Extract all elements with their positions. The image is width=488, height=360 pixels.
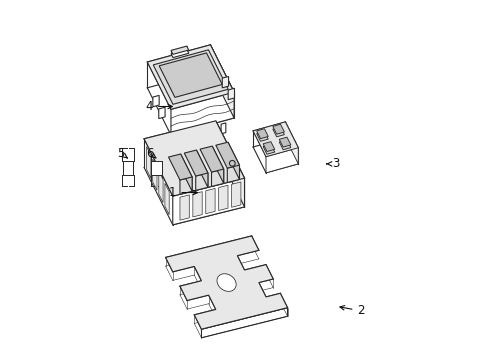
Text: 1: 1 (168, 186, 197, 199)
Polygon shape (153, 50, 228, 104)
Polygon shape (217, 274, 236, 291)
Polygon shape (152, 159, 157, 190)
Polygon shape (147, 45, 234, 109)
Polygon shape (227, 142, 239, 180)
Polygon shape (218, 185, 227, 211)
Polygon shape (221, 123, 225, 134)
Polygon shape (144, 121, 244, 196)
Polygon shape (180, 134, 184, 145)
Polygon shape (171, 92, 234, 135)
Polygon shape (196, 150, 207, 187)
Polygon shape (272, 127, 284, 137)
Text: 2: 2 (339, 305, 364, 318)
Polygon shape (285, 122, 298, 164)
Text: 5: 5 (117, 147, 127, 159)
Polygon shape (190, 131, 195, 142)
Polygon shape (212, 146, 223, 183)
Polygon shape (171, 49, 188, 58)
Polygon shape (195, 173, 207, 190)
Polygon shape (200, 129, 205, 139)
Polygon shape (279, 137, 290, 147)
Polygon shape (159, 107, 165, 118)
Polygon shape (122, 161, 133, 175)
Polygon shape (171, 46, 188, 54)
Text: 3: 3 (326, 157, 339, 170)
Polygon shape (210, 45, 234, 118)
Polygon shape (265, 148, 298, 173)
Polygon shape (279, 140, 290, 150)
Polygon shape (164, 183, 169, 215)
Text: 6: 6 (145, 147, 156, 159)
Polygon shape (180, 195, 189, 220)
Polygon shape (210, 126, 215, 137)
Polygon shape (256, 129, 268, 139)
Text: 4: 4 (145, 100, 172, 113)
Polygon shape (211, 169, 223, 186)
Polygon shape (151, 161, 162, 175)
Polygon shape (200, 146, 223, 172)
Polygon shape (159, 53, 222, 97)
Polygon shape (165, 236, 287, 329)
Polygon shape (168, 154, 192, 180)
Polygon shape (205, 188, 215, 214)
Polygon shape (231, 182, 241, 207)
Polygon shape (263, 141, 274, 152)
Polygon shape (172, 178, 244, 225)
Polygon shape (263, 144, 274, 154)
Polygon shape (256, 131, 268, 141)
Polygon shape (222, 76, 228, 88)
Polygon shape (153, 95, 159, 107)
Polygon shape (215, 121, 244, 207)
Polygon shape (227, 165, 239, 183)
Polygon shape (184, 150, 207, 176)
Polygon shape (180, 177, 192, 194)
Polygon shape (159, 171, 163, 203)
Polygon shape (201, 308, 287, 338)
Polygon shape (146, 147, 151, 178)
Polygon shape (272, 124, 284, 134)
Polygon shape (215, 142, 239, 168)
Polygon shape (192, 192, 202, 217)
Polygon shape (228, 88, 234, 100)
Polygon shape (253, 122, 298, 157)
Polygon shape (180, 154, 192, 191)
